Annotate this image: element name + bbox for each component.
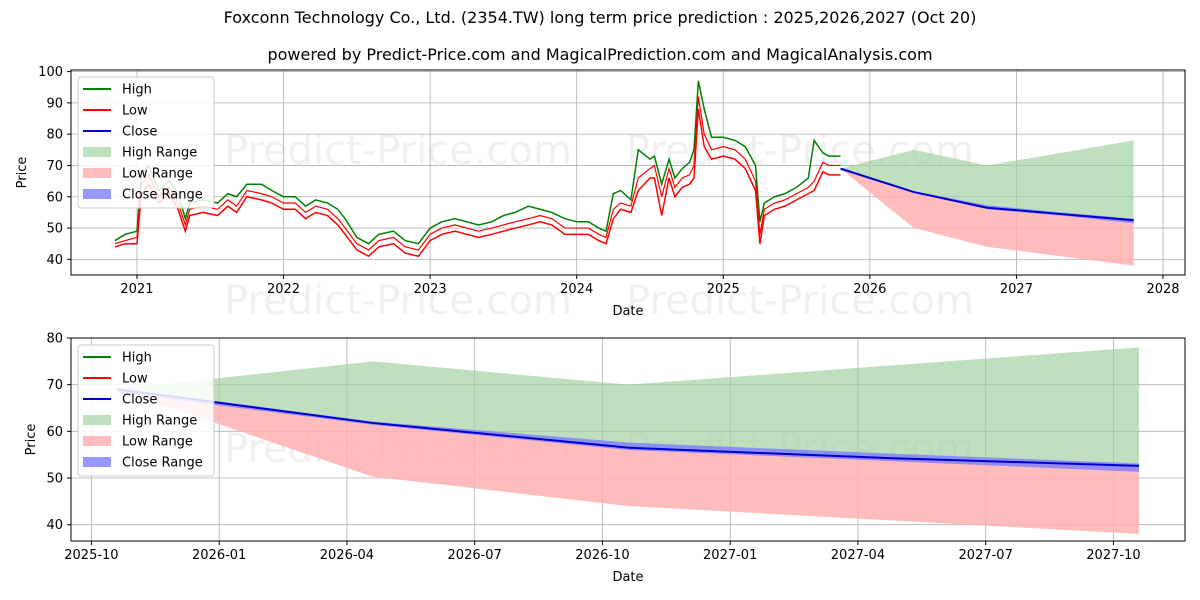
x-tick-label: 2027-01: [703, 548, 757, 563]
y-tick-label: 60: [46, 190, 63, 205]
close-history-line: [114, 96, 841, 251]
legend-label: High: [122, 351, 152, 366]
x-tick-label: 2027-04: [831, 548, 885, 563]
y-tick-label: 40: [46, 518, 63, 533]
legend-patch-swatch: [83, 415, 111, 425]
x-tick-label: 2028: [1146, 282, 1179, 297]
legend-label: Close Range: [122, 188, 203, 203]
plot-frame: [70, 337, 1186, 542]
x-tick-label: 2026-10: [575, 548, 629, 563]
legend-label: High Range: [122, 146, 197, 161]
x-axis-label: Date: [612, 570, 643, 585]
low-series-line: [114, 109, 841, 258]
x-tick-label: 2027: [1000, 282, 1033, 297]
y-tick-label: 70: [46, 159, 63, 174]
watermark-text: Predict-Price.com: [626, 278, 974, 324]
x-tick-label: 2026-01: [192, 548, 246, 563]
legend: High Low Close High Range Low Range Close Ran…: [77, 76, 215, 209]
x-tick-label: 2025: [707, 282, 740, 297]
y-axis-label: Price: [24, 424, 39, 456]
watermark-text: Predict-Price.com: [224, 128, 572, 174]
legend-patch-swatch: [83, 189, 111, 199]
x-tick-label: 2026: [853, 282, 886, 297]
legend-label: Close Range: [122, 456, 203, 471]
y-tick-label: 80: [46, 128, 63, 143]
x-tick-label: 2025-10: [64, 548, 118, 563]
x-tick-label: 2026-04: [320, 548, 374, 563]
x-tick-label: 2027-10: [1086, 548, 1140, 563]
chart-title: Foxconn Technology Co., Ltd. (2354.TW) l…: [223, 8, 977, 27]
y-tick-label: 60: [46, 425, 63, 440]
y-tick-label: 80: [46, 332, 63, 347]
legend-patch-swatch: [83, 147, 111, 157]
x-tick-label: 2021: [120, 282, 153, 297]
legend-box: [77, 344, 215, 477]
y-tick-label: 50: [46, 472, 63, 487]
legend-label: Low Range: [122, 167, 193, 182]
high-range-area: [840, 140, 1134, 221]
legend-label: High: [122, 83, 152, 98]
plot-frame: [70, 69, 1186, 276]
y-tick-label: 40: [46, 253, 63, 268]
legend-label: Low: [122, 372, 148, 387]
x-tick-label: 2024: [560, 282, 593, 297]
y-axis-label: Price: [15, 157, 30, 189]
low-range-area: [116, 389, 1140, 534]
high-series-line: [114, 80, 841, 245]
legend: High Low Close High Range Low Range Close Ran…: [77, 344, 215, 477]
legend-patch-swatch: [83, 457, 111, 467]
chart-subtitle: powered by Predict-Price.com and Magical…: [267, 45, 933, 64]
y-tick-label: 50: [46, 222, 63, 237]
x-tick-label: 2022: [267, 282, 300, 297]
x-tick-label: 2023: [414, 282, 447, 297]
legend-label: Low Range: [122, 435, 193, 450]
panel-bottom: Predict-Price.comPredict-Price.com2025-1…: [24, 332, 1186, 585]
legend-box: [77, 76, 215, 209]
legend-patch-swatch: [83, 436, 111, 446]
panel-top: Predict-Price.com Predict-Price.com Predic…: [15, 65, 1186, 324]
legend-label: Close: [122, 393, 157, 408]
watermark-text: Predict-Price.com: [224, 278, 572, 324]
high-range-area: [116, 347, 1140, 466]
close-series-line: [840, 167, 1134, 222]
y-tick-label: 70: [46, 378, 63, 393]
legend-label: High Range: [122, 414, 197, 429]
legend-patch-swatch: [83, 168, 111, 178]
x-tick-label: 2027-07: [959, 548, 1013, 563]
y-tick-label: 100: [38, 65, 63, 80]
close-series-line: [116, 388, 1140, 467]
legend-label: Low: [122, 104, 148, 119]
x-axis-label: Date: [612, 304, 643, 319]
x-tick-label: 2026-07: [448, 548, 502, 563]
y-tick-label: 90: [46, 96, 63, 111]
legend-label: Close: [122, 125, 157, 140]
